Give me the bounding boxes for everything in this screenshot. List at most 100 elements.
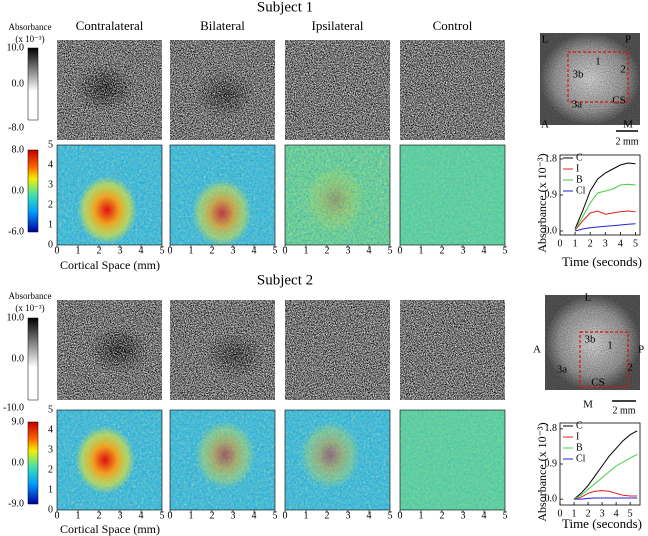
axis-tick-label: 0 [283, 510, 288, 521]
axis-tick-label: 3 [118, 245, 123, 256]
orientation-label: A [541, 119, 549, 131]
y-axis-label: Absorbance (x 10⁻³) [535, 153, 549, 252]
axis-tick-label: 1 [304, 245, 309, 256]
heatmap-noise [400, 145, 505, 245]
colorbar-tick: -8.0 [8, 122, 24, 133]
condition-label: Contralateral [76, 18, 144, 33]
axis-tick-label: 0 [168, 245, 173, 256]
axis-tick-label: 4 [367, 245, 372, 256]
axis-tick-label: 0 [55, 510, 60, 521]
x-tick-label: 1 [572, 508, 577, 519]
axis-tick-label: 4 [48, 424, 53, 435]
axis-tick-label: 3 [48, 179, 53, 190]
region-box [567, 51, 629, 103]
subject-title: Subject 1 [257, 0, 313, 15]
y-tick-label: 0.9 [545, 458, 558, 469]
series-line [574, 223, 636, 232]
color-colorbar [27, 421, 39, 505]
colorbar-tick: 8.0 [12, 144, 25, 155]
axis-tick-label: 4 [252, 245, 257, 256]
y-tick-label: 0.9 [545, 189, 558, 200]
series-line [574, 210, 636, 231]
colorbar-tick: 0.0 [12, 78, 25, 89]
area-label: 3a [557, 364, 568, 376]
y-tick-label: 0.0 [545, 225, 558, 236]
axis-tick-label: 4 [139, 245, 144, 256]
orientation-label: P [625, 34, 631, 46]
axis-tick-label: 3 [48, 444, 53, 455]
x-tick-label: 4 [614, 508, 619, 519]
heatmap-noise [400, 410, 505, 510]
axis-tick-label: 3 [461, 245, 466, 256]
heatmap-spot [300, 421, 360, 489]
axis-tick-label: 3 [231, 510, 236, 521]
image-noise [400, 40, 505, 140]
heatmap-frame [399, 144, 506, 246]
legend-label: Cl [576, 185, 586, 196]
axis-tick-label: 1 [48, 484, 53, 495]
heatmap-spot [195, 421, 255, 489]
heatmap-frame [169, 144, 276, 246]
colorbar-tick: -10.0 [3, 402, 24, 413]
image-noise [170, 300, 275, 400]
colorbar-tick: -6.0 [8, 226, 24, 237]
heatmap-frame [399, 409, 506, 511]
orientation-label: A [533, 344, 541, 356]
axis-tick-label: 1 [304, 510, 309, 521]
orientation-label: M [583, 399, 593, 411]
condition-label: Control [433, 18, 473, 33]
area-label: 2 [620, 64, 626, 76]
heatmap-frame [56, 144, 163, 246]
axis-tick-label: 2 [440, 510, 445, 521]
heatmap-spot [75, 426, 135, 494]
axis-tick-label: 0 [283, 245, 288, 256]
area-label: 2 [627, 362, 633, 374]
axis-tick-label: 2 [48, 464, 53, 475]
heatmap-frame [284, 144, 391, 246]
axis-tick-label: 1 [48, 219, 53, 230]
x-tick-label: 2 [588, 238, 593, 249]
area-label: 1 [607, 340, 613, 352]
image-noise [170, 40, 275, 140]
x-tick-label: 0 [558, 238, 563, 249]
legend-label: C [576, 152, 583, 163]
colorbar-tick: 10.0 [7, 42, 25, 53]
axis-tick-label: 3 [231, 245, 236, 256]
x-tick-label: 2 [586, 508, 591, 519]
area-label: 3b [573, 69, 585, 81]
axis-tick-label: 2 [210, 510, 215, 521]
legend-label: C [576, 420, 583, 431]
area-label: 3b [585, 334, 597, 346]
axis-tick-label: 2 [97, 245, 102, 256]
x-tick-label: 5 [628, 508, 633, 519]
photo-texture [540, 33, 640, 125]
condition-label: Ipsilateral [312, 18, 364, 33]
x-axis-label: Time (seconds) [562, 516, 642, 531]
axis-tick-label: 4 [139, 510, 144, 521]
colorbar-tick: 0.0 [12, 185, 25, 196]
subject-title: Subject 2 [257, 272, 313, 288]
axis-tick-label: 4 [48, 159, 53, 170]
axis-tick-label: 1 [189, 510, 194, 521]
axis-tick-label: 5 [388, 245, 393, 256]
legend-label: Cl [576, 453, 586, 464]
photo-texture [545, 295, 640, 390]
axis-tick-label: 0 [48, 504, 53, 515]
area-label: CS [591, 377, 604, 389]
axis-tick-label: 2 [210, 245, 215, 256]
gray-colorbar [27, 47, 39, 121]
series-line [574, 183, 636, 231]
x-tick-label: 5 [633, 238, 638, 249]
axis-tick-label: 2 [48, 199, 53, 210]
orientation-label: M [623, 119, 633, 131]
x-tick-label: 3 [600, 508, 605, 519]
axis-tick-label: 5 [48, 139, 53, 150]
y-tick-label: 1.8 [545, 153, 558, 164]
plot-frame [559, 154, 641, 236]
scale-unit: (x 10⁻³) [15, 303, 44, 313]
orientation-label: L [585, 292, 592, 304]
heatmap-spot [77, 176, 137, 244]
axis-tick-label: 5 [388, 510, 393, 521]
axis-tick-label: 5 [48, 404, 53, 415]
